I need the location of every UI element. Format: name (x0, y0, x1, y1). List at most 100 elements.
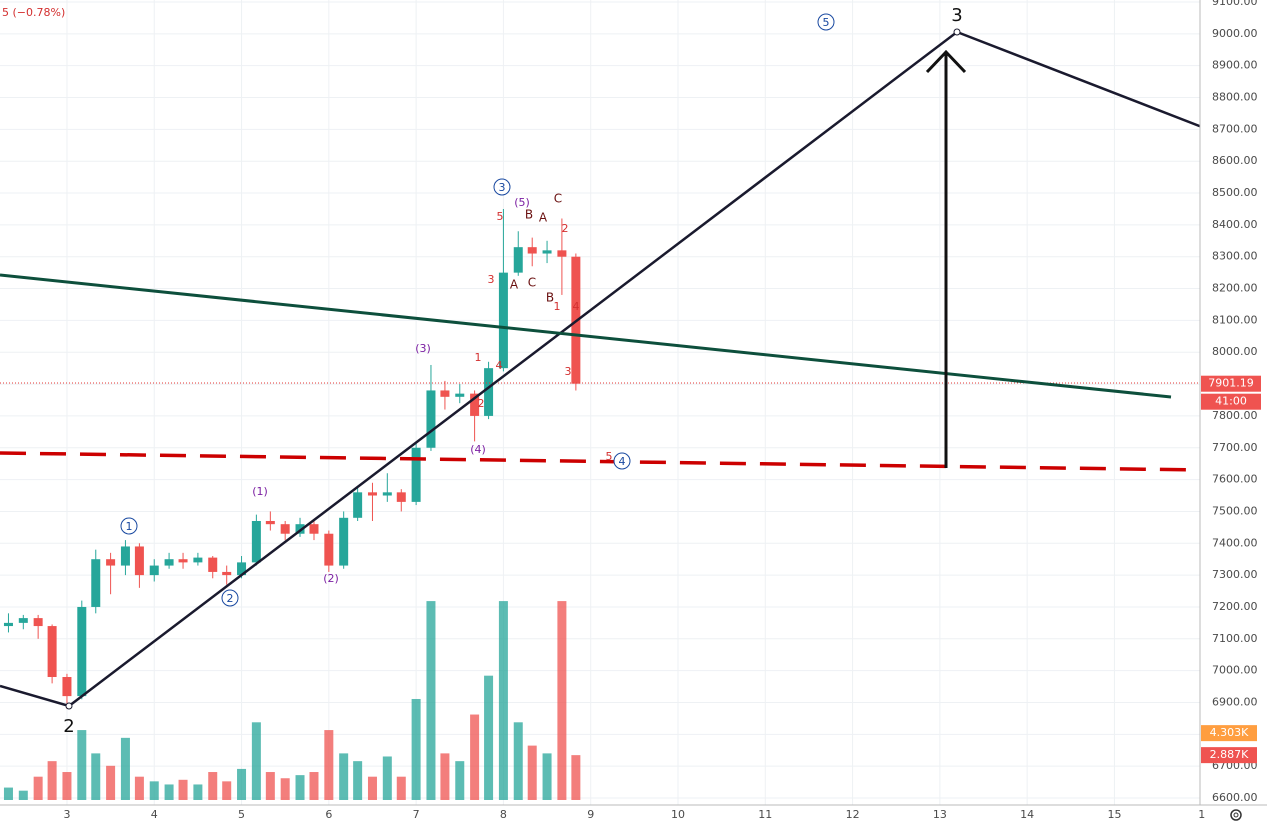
volume-bar (557, 601, 567, 800)
wave-label: 4 (619, 455, 626, 468)
volume-bar (47, 761, 57, 800)
x-tick-label: 1 (1198, 808, 1205, 821)
wave-point (65, 702, 73, 710)
candle-body (120, 546, 130, 566)
x-tick-label: 4 (151, 808, 158, 821)
settings-icon[interactable] (1230, 809, 1242, 821)
volume-tag-box (1201, 747, 1257, 764)
x-tick-label: 8 (500, 808, 507, 821)
y-tick-label: 8600.00 (1212, 154, 1258, 167)
wave-label: 1 (126, 520, 133, 533)
candle-body (280, 524, 290, 534)
candle-body (542, 250, 552, 254)
candle-body (106, 559, 116, 566)
volume-bar (498, 601, 508, 800)
wave-label: 3 (499, 181, 506, 194)
last-price-box (1201, 375, 1261, 392)
candle-body (339, 517, 349, 566)
volume-pane (3, 601, 581, 800)
wave-label: 4 (496, 359, 503, 372)
volume-bar (411, 698, 421, 800)
volume-bar (280, 778, 290, 800)
wave-point (953, 28, 961, 36)
volume-bar (120, 737, 130, 800)
wave-label: 3 (951, 5, 962, 26)
volume-bar (295, 775, 305, 800)
volume-bar (164, 784, 174, 800)
y-tick-label: 7800.00 (1212, 409, 1258, 422)
volume-bar (484, 675, 494, 800)
candle-body (178, 559, 188, 563)
wave-label: 2 (478, 397, 485, 410)
candle-body (164, 559, 174, 566)
y-tick-label: 7200.00 (1212, 600, 1258, 613)
candle-body (295, 524, 305, 534)
volume-bar (91, 753, 101, 800)
wave-circle (493, 178, 511, 196)
wave-label: C (528, 276, 536, 290)
volume-bar (455, 761, 465, 800)
wave-circle (221, 589, 239, 607)
volume-bar (18, 790, 28, 800)
y-tick-label: 8900.00 (1212, 59, 1258, 72)
wave-label: 3 (565, 365, 572, 378)
volume-bar (339, 753, 349, 800)
x-tick-label: 13 (933, 808, 947, 821)
volume-bar (237, 768, 247, 800)
wave-line (0, 30, 1203, 708)
candle-body (208, 557, 218, 572)
volume-bar (251, 722, 261, 800)
wave-label: 5 (497, 210, 504, 223)
candle-body (396, 492, 406, 502)
y-tick-label: 8200.00 (1212, 282, 1258, 295)
candle-body (557, 250, 567, 257)
support-line (0, 451, 1201, 472)
candle-body (498, 272, 508, 369)
y-tick-label: 8100.00 (1212, 313, 1258, 326)
volume-bar (382, 756, 392, 800)
candle-body (440, 390, 450, 397)
trend-line (0, 273, 1172, 399)
candle-body (470, 393, 480, 416)
wave-label: 5 (823, 16, 830, 29)
axes: 6600.006700.006800.006900.007000.007100.… (63, 0, 1261, 821)
candle-body (251, 520, 261, 563)
candle-body (265, 520, 275, 525)
wave-label: 1 (554, 300, 561, 313)
volume-bar (62, 772, 72, 800)
wave-label: (5) (514, 196, 530, 209)
wave-label: 3 (488, 273, 495, 286)
candle-body (513, 247, 523, 273)
candle-body (426, 390, 436, 448)
candle-body (237, 562, 247, 576)
candle-body (18, 618, 28, 623)
x-tick-label: 6 (325, 808, 332, 821)
y-tick-label: 8700.00 (1212, 122, 1258, 135)
volume-tag-box (1201, 725, 1257, 742)
volume-bar (265, 772, 275, 800)
candle-body (33, 618, 43, 627)
volume-bar (324, 730, 334, 800)
y-tick-label: 8800.00 (1212, 91, 1258, 104)
volume-bar (513, 722, 523, 800)
candle-body (455, 393, 465, 397)
x-tick-label: 14 (1020, 808, 1034, 821)
y-tick-label: 8300.00 (1212, 250, 1258, 263)
volume-bar (222, 781, 232, 800)
x-tick-label: 7 (413, 808, 420, 821)
drawings (0, 28, 1203, 710)
wave-circle (613, 452, 631, 470)
candle-body (193, 557, 203, 563)
candle-body (367, 492, 377, 496)
candle-body (47, 626, 57, 678)
wave-label: B (525, 208, 533, 222)
y-tick-label: 8000.00 (1212, 345, 1258, 358)
candle-body (3, 622, 13, 627)
volume-bar (426, 601, 436, 800)
candle-body (77, 606, 87, 697)
volume-bar (353, 761, 363, 800)
wave-circle (120, 517, 138, 535)
header-change: 5 (−0.78%) (2, 6, 65, 19)
volume-bar (77, 730, 87, 800)
